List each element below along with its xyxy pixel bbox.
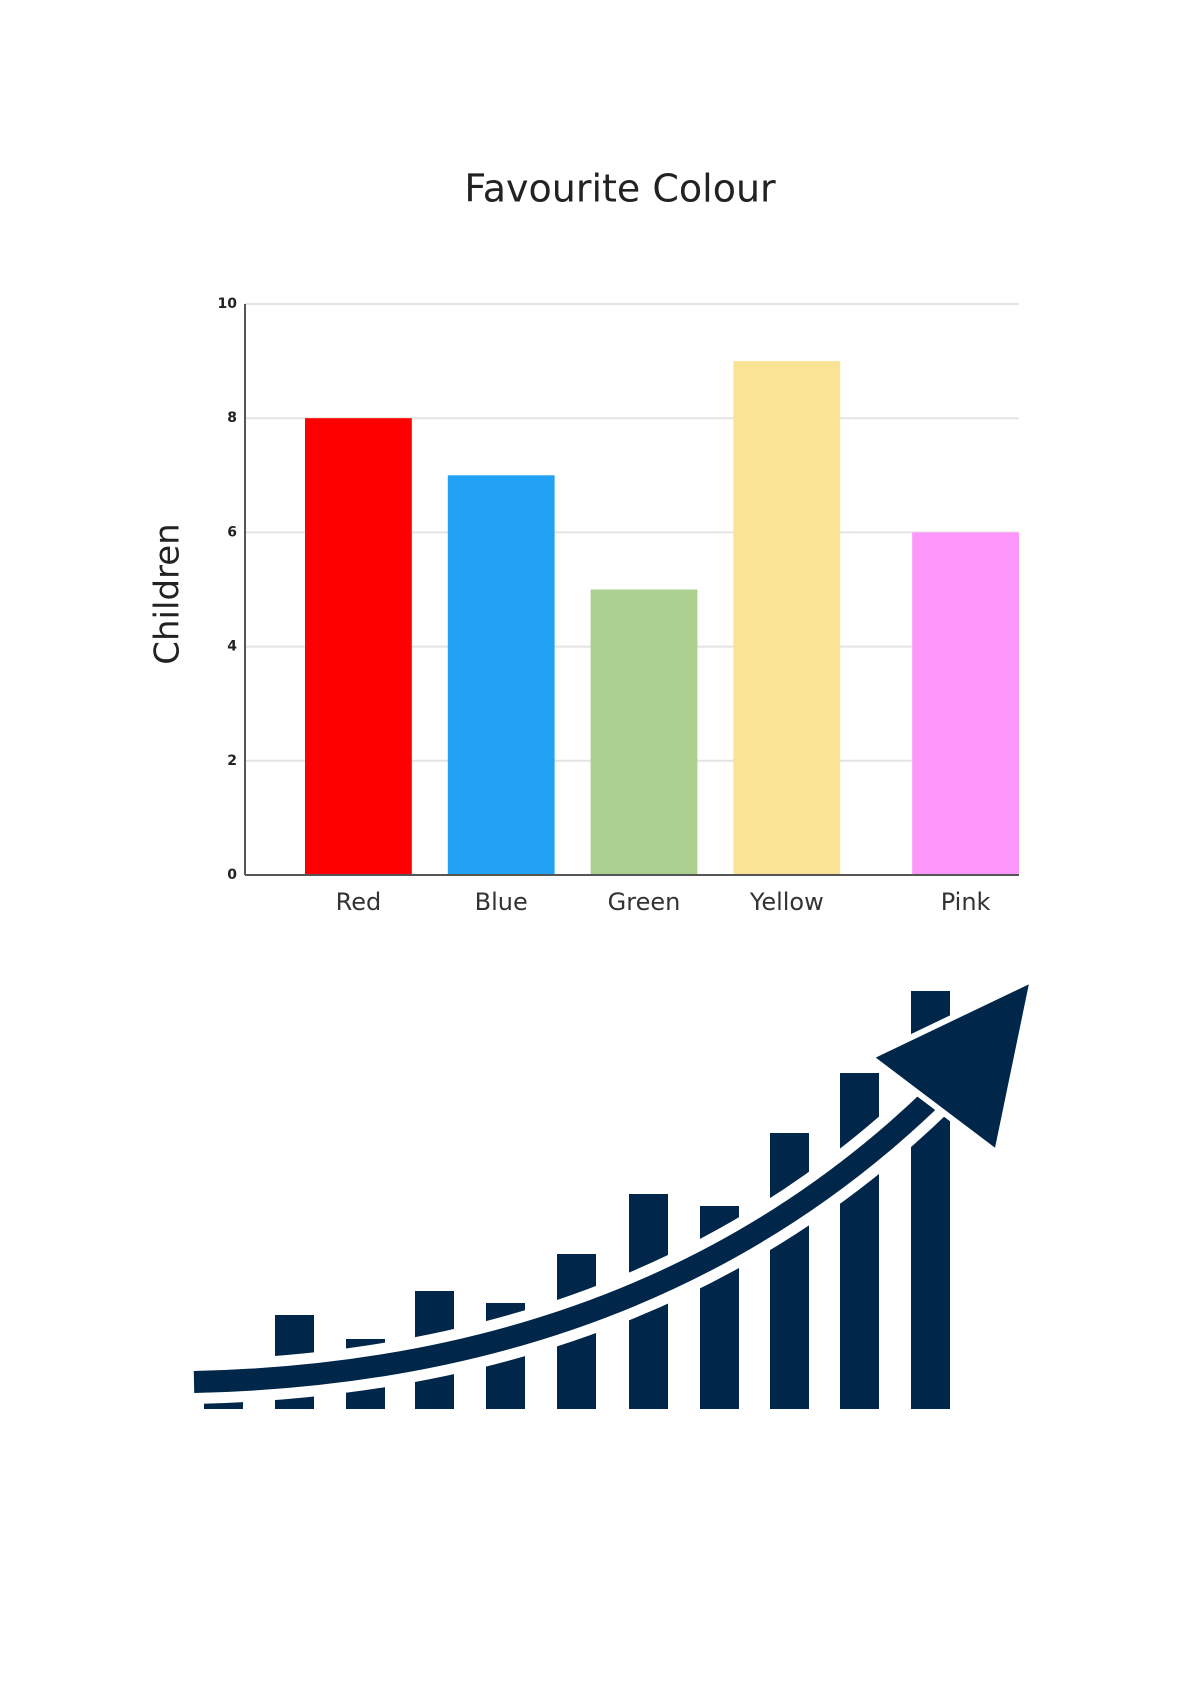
y-tick-label: 8 xyxy=(227,410,237,426)
bar xyxy=(447,475,555,875)
x-tick-label: Blue xyxy=(475,888,528,916)
y-tick-label: 4 xyxy=(227,639,237,655)
y-tick-label: 10 xyxy=(218,296,238,312)
x-tick-label: Green xyxy=(608,888,681,916)
icon-arrow-shaft xyxy=(193,1087,943,1393)
x-tick-label: Pink xyxy=(941,888,991,916)
icon-bar xyxy=(770,1133,809,1409)
bar xyxy=(305,418,412,875)
bar xyxy=(912,532,1019,875)
y-tick-label: 0 xyxy=(227,867,237,883)
growth-icon xyxy=(193,973,1038,1409)
x-tick-label: Yellow xyxy=(749,888,824,916)
icon-arrow-head xyxy=(864,973,1038,1159)
y-tick-label: 2 xyxy=(227,753,237,769)
chart-title: Favourite Colour xyxy=(464,167,776,211)
y-axis-label: Children xyxy=(148,523,188,664)
x-tick-label: Red xyxy=(336,888,382,916)
bar xyxy=(590,589,698,875)
y-tick-label: 6 xyxy=(227,524,237,540)
bar xyxy=(733,361,841,876)
